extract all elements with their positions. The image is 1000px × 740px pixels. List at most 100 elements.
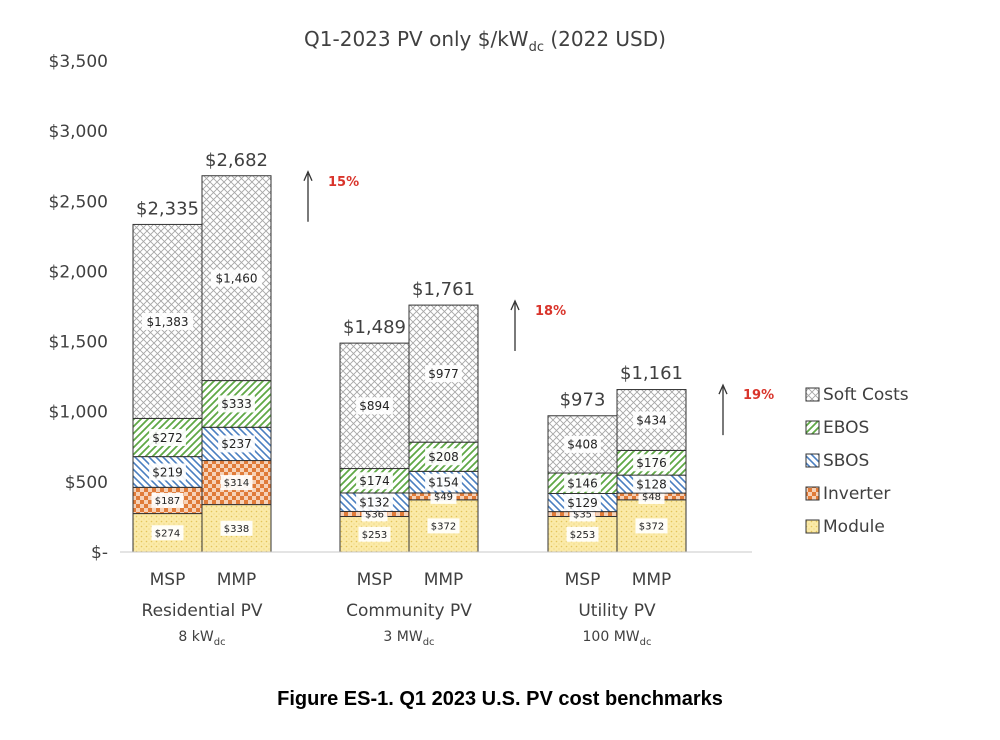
segment-label-box (149, 429, 186, 447)
segment-value-label: $253 (570, 530, 595, 541)
segment-label-box (218, 435, 255, 453)
segment-label-box (141, 312, 194, 330)
change-arrow-head (303, 170, 313, 182)
segment-label-box (566, 526, 599, 542)
y-axis: $- $500 $1,000 $1,500 $2,000 $2,500 $3,000 $3,5… (49, 52, 108, 563)
segment-value-label: $253 (362, 530, 387, 541)
legend-label: Soft Costs (823, 385, 909, 405)
segment-value-label: $49 (434, 492, 453, 503)
segment-label-box (425, 448, 462, 466)
segment-value-label: $36 (365, 510, 384, 521)
legend-swatch-soft-costs (805, 387, 820, 402)
segment-value-label: $272 (152, 431, 183, 445)
segment-value-label: $237 (221, 437, 252, 451)
segment-value-label: $176 (636, 456, 667, 470)
segment-label-box (356, 493, 393, 511)
bar-total-label: $1,161 (620, 363, 683, 384)
legend-swatch-inverter (805, 486, 820, 501)
segment-value-label: $338 (224, 524, 249, 535)
y-tick-label: $- (91, 543, 108, 563)
chart-title-tail: (2022 USD) (544, 27, 666, 51)
bar-total-label: $1,489 (343, 317, 406, 338)
bars: $274 $187 $219 $272 $1,383 $2,335 $338 $314 $237… (132, 150, 774, 553)
x-axis: MSP MMP Residential PV 8 kWdc MSP MMP Communit… (120, 551, 752, 648)
segment-label-box (564, 474, 601, 492)
legend-label: SBOS (823, 451, 869, 471)
segment-label-box (220, 475, 253, 491)
change-arrow: 15% (303, 170, 359, 222)
segment-label-box (151, 492, 184, 508)
segment-value-label: $372 (431, 522, 456, 533)
group-label: Community PV (346, 601, 472, 621)
segment-value-label: $208 (428, 450, 459, 464)
y-tick-label: $2,000 (49, 262, 108, 282)
segment-label-box (210, 269, 263, 287)
group-label: Utility PV (578, 601, 656, 621)
segment-label-box (633, 411, 670, 429)
segment-value-label: $434 (636, 413, 667, 427)
segment-label-box (635, 518, 668, 534)
x-tick-label: MSP (357, 570, 393, 590)
change-arrow-head (718, 383, 728, 395)
segment-label-box (220, 520, 253, 536)
legend: Soft Costs EBOS SBOS Inverter Module (805, 385, 909, 537)
y-tick-label: $1,000 (49, 403, 108, 423)
bar-total-label: $973 (560, 390, 606, 411)
segment-label-box (218, 395, 255, 413)
segment-label-box (425, 365, 462, 383)
legend-swatch-module (805, 519, 820, 534)
x-tick-label: MSP (565, 570, 601, 590)
change-percent-label: 19% (743, 388, 774, 403)
bar-stack: $253 $35$129 $146 $408 (547, 415, 618, 553)
change-arrow-head (510, 299, 520, 311)
segment-value-label: $129 (567, 496, 598, 510)
segment-value-label: $274 (155, 528, 180, 539)
legend-label: EBOS (823, 418, 869, 438)
segment-label-box (356, 397, 393, 415)
segment-label-box (633, 454, 670, 472)
chart-title-main: Q1-2023 PV only $/kW (304, 27, 529, 51)
bar-stack: $274 $187 $219 $272 $1,383 (132, 223, 203, 553)
change-arrow: 19% (718, 383, 774, 436)
segment-value-label: $219 (152, 465, 183, 479)
legend-swatch-ebos (805, 420, 820, 435)
bar-total-label: $2,682 (205, 150, 268, 171)
segment-label-box (564, 494, 601, 512)
segment-value-label: $1,383 (147, 315, 189, 329)
y-tick-label: $3,000 (49, 122, 108, 142)
bar-total-label: $2,335 (136, 198, 199, 219)
x-tick-label: MMP (424, 570, 464, 590)
segment-value-label: $408 (567, 438, 598, 452)
segment-label-box (564, 435, 601, 453)
segment-value-label: $372 (639, 522, 664, 533)
segment-value-label: $154 (428, 475, 459, 489)
segment-value-label: $1,460 (216, 271, 258, 285)
segment-value-label: $35 (573, 510, 592, 521)
x-tick-label: MMP (632, 570, 672, 590)
segment-value-label: $894 (359, 399, 390, 413)
legend-label: Inverter (823, 484, 890, 504)
segment-value-label: $128 (636, 477, 667, 491)
group-sublabel: 8 kWdc (178, 629, 225, 648)
figure-caption: Figure ES-1. Q1 2023 U.S. PV cost benchm… (277, 688, 723, 710)
group-sublabel: 100 MWdc (583, 629, 652, 648)
segment-label-box (151, 525, 184, 541)
change-percent-label: 18% (535, 304, 566, 319)
segment-label-box (149, 463, 186, 481)
bar-stack: $372 $49 $154 $208 $977 (408, 304, 479, 553)
bar-stack: $338 $314 $237 $333 $1,460 (201, 175, 272, 553)
change-percent-label: 15% (328, 175, 359, 190)
segment-value-label: $146 (567, 477, 598, 491)
segment-value-label: $187 (155, 496, 180, 507)
x-tick-label: MMP (217, 570, 257, 590)
bar-stack: $253 $36$132 $174 $894 (339, 342, 410, 553)
segment-value-label: $314 (224, 478, 249, 489)
chart-title: Q1-2023 PV only $/kWdc (2022 USD) (304, 27, 666, 55)
bar-total-label: $1,761 (412, 279, 475, 300)
segment-value-label: $174 (359, 474, 390, 488)
segment-value-label: $48 (642, 492, 661, 503)
segment-label-box (427, 518, 460, 534)
segment-label-box (633, 475, 670, 493)
bar-segment-module (547, 516, 618, 553)
chart-title-subscript: dc (529, 40, 544, 55)
